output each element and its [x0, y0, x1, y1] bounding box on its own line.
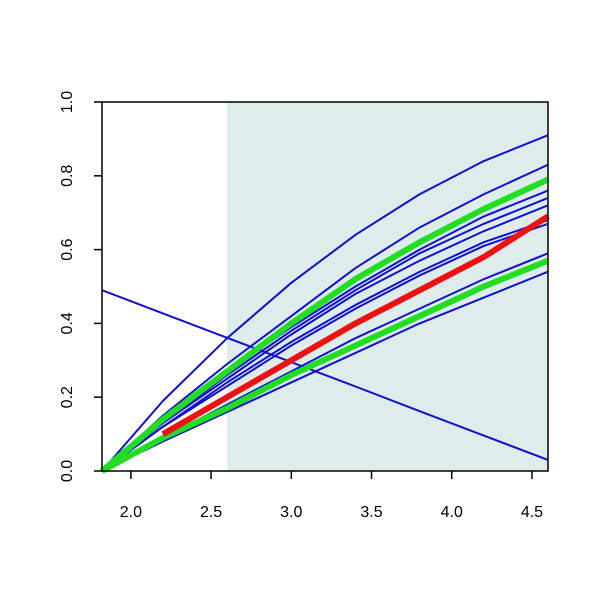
x-tick-label: 4.5: [521, 504, 543, 521]
x-tick-label: 3.5: [360, 504, 382, 521]
shaded-region: [227, 102, 548, 471]
y-tick-label: 1.0: [59, 91, 76, 113]
data-line: [101, 289, 549, 461]
data-line: [101, 270, 549, 472]
y-tick-label: 0.6: [59, 238, 76, 260]
data-line: [101, 222, 549, 472]
data-line: [100, 176, 550, 474]
x-tick-label: 4.0: [441, 504, 463, 521]
x-tick-label: 3.0: [280, 504, 302, 521]
y-tick-label: 0.0: [59, 460, 76, 482]
x-tick-label: 2.0: [120, 504, 142, 521]
plot-box: [101, 101, 549, 472]
x-tick-label: 2.5: [200, 504, 222, 521]
data-line: [101, 163, 549, 472]
data-line: [101, 134, 549, 472]
y-tick-label: 0.2: [59, 386, 76, 408]
y-tick-label: 0.8: [59, 165, 76, 187]
data-line: [101, 204, 549, 472]
data-line: [161, 213, 550, 437]
y-tick-label: 0.4: [59, 312, 76, 334]
data-line: [100, 257, 550, 474]
